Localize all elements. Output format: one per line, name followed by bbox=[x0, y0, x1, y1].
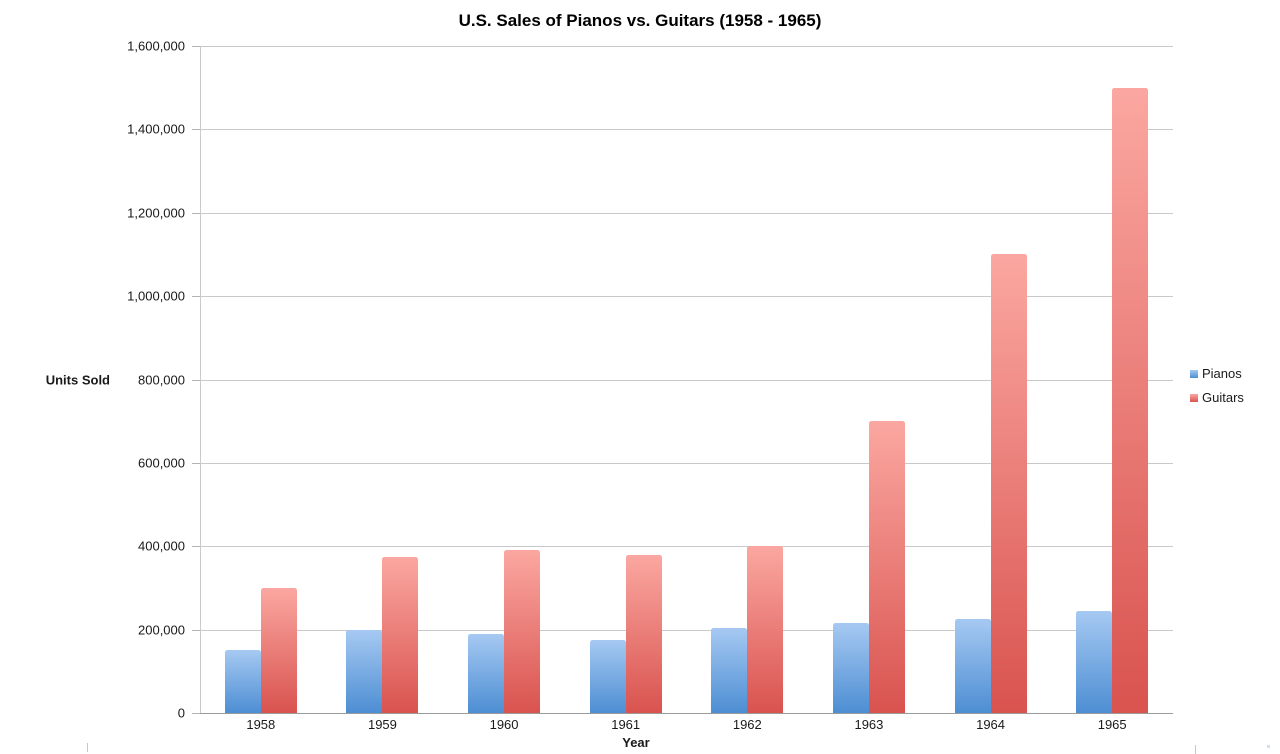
bar-guitars-1960 bbox=[504, 550, 541, 713]
x-axis-baseline bbox=[200, 713, 1173, 714]
y-tick-label: 200,000 bbox=[138, 622, 185, 638]
y-tick-mark bbox=[192, 379, 200, 381]
y-tick-mark bbox=[192, 629, 200, 631]
bar-pianos-1960 bbox=[468, 633, 505, 713]
pianos-swatch-icon bbox=[1190, 369, 1198, 378]
y-tick-mark bbox=[192, 129, 200, 131]
guitars-swatch-icon bbox=[1190, 393, 1198, 402]
y-tick-label: 0 bbox=[177, 705, 185, 721]
bar-pianos-1958 bbox=[224, 650, 261, 713]
bar-group-1964 bbox=[930, 46, 1052, 713]
bar-guitars-1965 bbox=[1112, 87, 1149, 713]
x-tick-labels: 1958 1959 1960 1961 1962 1963 1964 1965 bbox=[200, 717, 1173, 732]
bar-pianos-1964 bbox=[954, 619, 991, 713]
screenshot-artifact-dot bbox=[1267, 745, 1270, 748]
bar-group-1960 bbox=[443, 46, 565, 713]
bar-group-1965 bbox=[1051, 46, 1173, 713]
chart-title: U.S. Sales of Pianos vs. Guitars (1958 -… bbox=[458, 11, 822, 30]
bar-guitars-1961 bbox=[625, 554, 662, 713]
legend-item-pianos: Pianos bbox=[1190, 366, 1244, 381]
gridline bbox=[200, 379, 1173, 381]
y-tick-mark bbox=[192, 713, 200, 714]
x-axis-title: Year bbox=[622, 735, 650, 750]
gridline bbox=[200, 629, 1173, 631]
x-tick-label: 1963 bbox=[854, 717, 884, 732]
gridline bbox=[200, 129, 1173, 131]
y-tick-label: 600,000 bbox=[138, 455, 185, 471]
y-tick-labels: 1,600,000 1,400,000 1,200,000 1,000,000 800,… bbox=[0, 39, 185, 721]
bar-pianos-1965 bbox=[1076, 610, 1113, 713]
legend: Pianos Guitars bbox=[1190, 366, 1244, 405]
legend-label-pianos: Pianos bbox=[1202, 366, 1242, 381]
gridline bbox=[200, 546, 1173, 548]
bar-pianos-1963 bbox=[832, 623, 869, 713]
y-tick-label: 1,400,000 bbox=[127, 121, 185, 137]
gridline bbox=[200, 46, 1173, 47]
x-tick-label: 1961 bbox=[611, 717, 641, 732]
bar-pianos-1962 bbox=[711, 627, 748, 713]
legend-item-guitars: Guitars bbox=[1190, 390, 1244, 405]
bar-group-1958 bbox=[200, 46, 322, 713]
y-tick-label: 1,200,000 bbox=[127, 205, 185, 221]
x-tick-label: 1965 bbox=[1097, 717, 1127, 732]
x-tick-label: 1958 bbox=[246, 717, 276, 732]
bar-pianos-1959 bbox=[346, 629, 383, 713]
bar-group-1963 bbox=[808, 46, 930, 713]
screenshot-artifact-tick bbox=[1195, 745, 1196, 754]
bar-guitars-1962 bbox=[747, 546, 784, 713]
bar-group-1961 bbox=[565, 46, 687, 713]
y-tick-mark bbox=[192, 462, 200, 464]
bar-guitars-1964 bbox=[990, 254, 1027, 713]
bar-group-1959 bbox=[322, 46, 444, 713]
y-tick-label: 800,000 bbox=[138, 372, 185, 387]
y-tick-label: 1,000,000 bbox=[127, 288, 185, 304]
y-tick-marks bbox=[192, 46, 200, 714]
bar-group-1962 bbox=[687, 46, 809, 713]
x-tick-label: 1960 bbox=[489, 717, 519, 732]
bar-guitars-1963 bbox=[868, 421, 905, 713]
gridline bbox=[200, 212, 1173, 214]
y-tick-label: 400,000 bbox=[138, 538, 185, 554]
x-tick-label: 1962 bbox=[732, 717, 762, 732]
plot-area bbox=[200, 46, 1173, 714]
screenshot-artifact-tick bbox=[87, 743, 88, 752]
y-tick-mark bbox=[192, 46, 200, 47]
x-tick-label: 1959 bbox=[367, 717, 397, 732]
y-tick-mark bbox=[192, 546, 200, 548]
y-tick-mark bbox=[192, 296, 200, 298]
y-tick-label: 1,600,000 bbox=[127, 38, 185, 54]
gridline bbox=[200, 462, 1173, 464]
y-tick-mark bbox=[192, 212, 200, 214]
gridline bbox=[200, 296, 1173, 298]
x-tick-label: 1964 bbox=[976, 717, 1006, 732]
bar-guitars-1959 bbox=[382, 556, 419, 713]
y-axis-title: Units Sold bbox=[45, 372, 110, 388]
gridlines bbox=[200, 46, 1173, 714]
bars-row bbox=[200, 46, 1173, 713]
bar-guitars-1958 bbox=[260, 587, 297, 713]
legend-label-guitars: Guitars bbox=[1202, 390, 1244, 405]
bar-pianos-1961 bbox=[589, 640, 626, 713]
